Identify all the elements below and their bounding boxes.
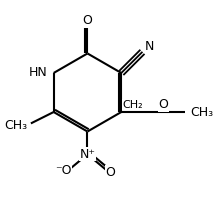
Text: O: O <box>105 166 115 179</box>
Text: N: N <box>144 40 154 53</box>
Text: O: O <box>159 98 169 111</box>
Text: CH₃: CH₃ <box>190 106 213 119</box>
Text: ⁻O: ⁻O <box>55 164 71 177</box>
Text: HN: HN <box>28 67 47 79</box>
Text: CH₂: CH₂ <box>122 100 143 110</box>
Text: N⁺: N⁺ <box>80 148 95 161</box>
Text: CH₃: CH₃ <box>5 119 28 131</box>
Text: O: O <box>83 14 92 27</box>
